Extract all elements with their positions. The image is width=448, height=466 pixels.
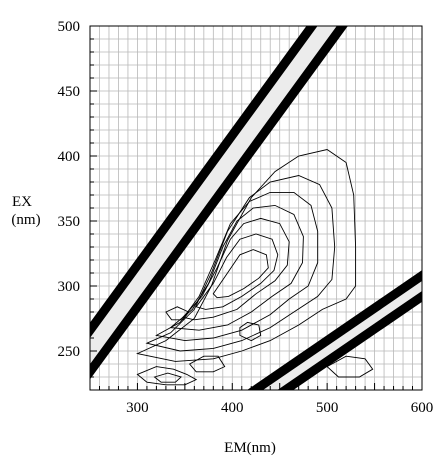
contour-line xyxy=(153,372,182,383)
contour-line xyxy=(188,355,226,373)
scatter-bands xyxy=(90,26,422,390)
contour-line xyxy=(145,175,336,352)
y-tick-label: 300 xyxy=(58,279,81,295)
y-tick-label: 400 xyxy=(58,149,81,165)
scatter-band-edge xyxy=(277,290,422,390)
contour-lines xyxy=(135,149,374,386)
y-axis-label-line1: EX xyxy=(12,194,32,210)
contour-line xyxy=(165,306,190,321)
x-tick-label: 400 xyxy=(221,400,244,416)
y-tick-label: 250 xyxy=(58,344,81,360)
scatter-band-edge xyxy=(247,270,422,390)
contour-line xyxy=(169,204,304,331)
x-tick-label: 500 xyxy=(316,400,339,416)
contour-line xyxy=(136,366,198,386)
contour-line xyxy=(182,217,290,321)
y-axis-label-line2: (nm) xyxy=(11,212,40,228)
contour-line xyxy=(326,355,374,378)
axis-ticks: 300 400 500 600 250 300 350 400 450 500 xyxy=(58,19,434,416)
y-tick-label: 350 xyxy=(58,214,81,230)
scatter-band-edge xyxy=(90,26,348,380)
x-tick-label: 300 xyxy=(126,400,149,416)
x-axis-label: EM(nm) xyxy=(224,440,276,456)
contour-line xyxy=(212,249,269,299)
contour-line xyxy=(155,191,319,342)
x-tick-label: 600 xyxy=(411,400,434,416)
contour-line xyxy=(195,233,279,310)
scatter-band-edge xyxy=(90,26,318,338)
y-tick-label: 450 xyxy=(58,84,81,100)
y-tick-label: 500 xyxy=(58,19,81,35)
contour-line xyxy=(135,149,357,362)
contour-line xyxy=(239,321,262,342)
